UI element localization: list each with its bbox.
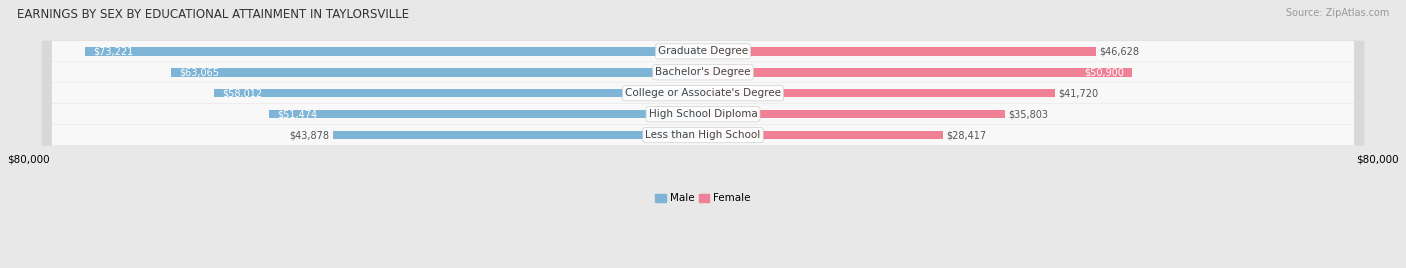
Text: $28,417: $28,417 — [946, 130, 986, 140]
Bar — [703, 47, 1097, 56]
Text: Less than High School: Less than High School — [645, 130, 761, 140]
Text: College or Associate's Degree: College or Associate's Degree — [626, 88, 780, 98]
Legend: Male, Female: Male, Female — [651, 189, 755, 208]
Bar — [214, 89, 703, 98]
Text: $46,628: $46,628 — [1099, 46, 1140, 56]
Text: $63,065: $63,065 — [179, 67, 219, 77]
FancyBboxPatch shape — [42, 62, 1364, 83]
FancyBboxPatch shape — [52, 125, 1354, 146]
FancyBboxPatch shape — [52, 62, 1354, 83]
FancyBboxPatch shape — [52, 104, 1354, 125]
Text: $35,803: $35,803 — [1008, 109, 1049, 119]
Bar — [703, 131, 942, 139]
FancyBboxPatch shape — [42, 83, 1364, 104]
FancyBboxPatch shape — [52, 41, 1354, 62]
Text: $41,720: $41,720 — [1059, 88, 1098, 98]
Bar — [269, 110, 703, 118]
Text: $43,878: $43,878 — [290, 130, 329, 140]
Text: $58,012: $58,012 — [222, 88, 262, 98]
Text: High School Diploma: High School Diploma — [648, 109, 758, 119]
Text: Graduate Degree: Graduate Degree — [658, 46, 748, 56]
Bar — [703, 89, 1054, 98]
FancyBboxPatch shape — [52, 83, 1354, 104]
Bar — [333, 131, 703, 139]
Text: Source: ZipAtlas.com: Source: ZipAtlas.com — [1285, 8, 1389, 18]
Text: $50,900: $50,900 — [1084, 67, 1125, 77]
FancyBboxPatch shape — [42, 103, 1364, 125]
Text: EARNINGS BY SEX BY EDUCATIONAL ATTAINMENT IN TAYLORSVILLE: EARNINGS BY SEX BY EDUCATIONAL ATTAINMEN… — [17, 8, 409, 21]
FancyBboxPatch shape — [42, 41, 1364, 62]
Bar — [703, 68, 1132, 77]
Bar — [172, 68, 703, 77]
Bar — [86, 47, 703, 56]
FancyBboxPatch shape — [42, 124, 1364, 146]
Bar — [703, 110, 1005, 118]
Text: $51,474: $51,474 — [277, 109, 318, 119]
Text: $73,221: $73,221 — [94, 46, 134, 56]
Text: Bachelor's Degree: Bachelor's Degree — [655, 67, 751, 77]
